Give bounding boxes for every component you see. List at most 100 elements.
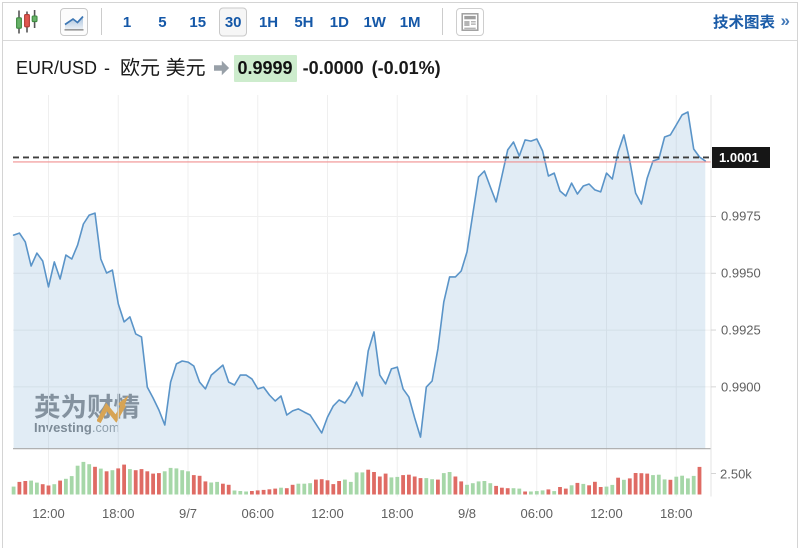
volume-bar: [296, 483, 301, 495]
volume-bar: [697, 466, 702, 495]
volume-bar: [430, 479, 434, 495]
volume-bar: [494, 485, 498, 495]
volume-bar: [174, 468, 179, 495]
chart-toolbar: 1 5 15 30 1H 5H 1D 1W 1M »: [3, 3, 797, 41]
volume-bar: [308, 483, 312, 495]
volume-bar: [354, 472, 359, 495]
volume-bar: [11, 486, 16, 495]
interval-button-1H[interactable]: 1H: [258, 13, 279, 31]
volume-bar: [662, 479, 667, 495]
technical-chart-link[interactable]: »: [712, 3, 790, 41]
interval-button-1[interactable]: 1: [122, 13, 132, 31]
volume-bar: [436, 479, 440, 495]
interval-button-30[interactable]: 30: [215, 7, 250, 37]
price-axis-label: 0.9925: [721, 322, 761, 338]
last-price: 0.9999: [233, 54, 297, 82]
volume-bar: [244, 491, 248, 495]
volume-bar: [633, 473, 638, 495]
volume-bar: [180, 470, 185, 495]
volume-bar: [35, 482, 39, 495]
volume-bar: [98, 468, 103, 495]
volume-bar: [168, 467, 173, 495]
volume-bar: [651, 475, 655, 495]
volume-bar: [215, 481, 219, 495]
volume-bar: [122, 464, 126, 495]
volume-bar: [348, 481, 353, 495]
volume-bar: [29, 480, 33, 495]
volume-bar: [482, 481, 487, 495]
volume-bar: [46, 485, 51, 495]
volume-bar: [470, 483, 475, 495]
volume-bar: [558, 487, 562, 495]
volume-bar: [604, 486, 609, 495]
volume-bar: [686, 478, 690, 495]
volume-bar: [343, 479, 347, 495]
volume-bar: [505, 488, 510, 495]
volume-bar: [290, 484, 295, 495]
volume-bar: [81, 461, 86, 495]
volume-bar: [87, 464, 92, 495]
volume-bar: [64, 478, 68, 495]
volume-bar: [534, 491, 539, 495]
volume-bar: [314, 479, 318, 495]
investing-watermark: Investing.com: [34, 393, 140, 435]
volume-bar: [325, 480, 330, 495]
volume-bar: [622, 479, 626, 495]
selected-interval-box: [219, 7, 248, 37]
volume-bar: [360, 472, 365, 495]
volume-bar: [581, 483, 586, 495]
volume-bar: [319, 479, 324, 495]
price-axis-label: 0.9950: [721, 265, 761, 281]
volume-bar: [627, 478, 632, 495]
volume-bar: [616, 477, 620, 495]
interval-button-15[interactable]: 15: [189, 13, 207, 31]
pair-name-cn: [120, 57, 206, 79]
volume-bar: [279, 487, 283, 495]
watermark-cn-glyphs: [34, 393, 140, 419]
volume-bar: [569, 485, 574, 495]
volume-bar: [52, 484, 57, 495]
title-separator: -: [104, 57, 111, 78]
volume-bar: [587, 485, 591, 495]
interval-button-5[interactable]: 5: [158, 13, 167, 31]
volume-bar: [331, 484, 336, 495]
interval-button-1D[interactable]: 1D: [329, 13, 349, 31]
interval-button-5H[interactable]: 5H: [294, 13, 314, 31]
volume-bar: [261, 489, 266, 495]
volume-bar: [366, 469, 371, 495]
volume-bar: [128, 469, 132, 495]
time-axis-label: 18:00: [380, 506, 414, 521]
arrow-right-icon: [214, 60, 230, 76]
volume-bar: [186, 471, 190, 495]
volume-bar: [139, 469, 144, 495]
news-view-button[interactable]: [456, 8, 484, 36]
volume-bar: [563, 488, 568, 495]
interval-buttons: 1 5 15 30 1H 5H 1D 1W 1M: [109, 3, 428, 41]
volume-bar: [226, 484, 231, 495]
interval-button-1M[interactable]: 1M: [399, 13, 421, 31]
double-chevron-icon: »: [780, 11, 790, 30]
volume-bar: [540, 490, 545, 495]
price-area-fill: [13, 112, 706, 449]
candlestick-chart-type-button[interactable]: [12, 7, 42, 37]
volume-bar: [93, 466, 97, 495]
volume-bar: [529, 491, 533, 495]
time-axis-label: 18:00: [101, 506, 135, 521]
volume-bar: [656, 474, 661, 495]
volume-bar: [197, 475, 202, 495]
time-axis-label: 12:00: [590, 506, 623, 521]
volume-bar: [575, 482, 580, 495]
price-axis-label: 0.9975: [721, 208, 761, 224]
volume-bar: [133, 470, 138, 495]
volume-bar: [680, 475, 684, 495]
line-chart-icon: [64, 15, 84, 31]
interval-button-1W[interactable]: 1W: [363, 13, 386, 31]
price-axis-label: 0.9900: [721, 379, 761, 395]
volume-bar: [203, 481, 208, 495]
volume-bar: [255, 490, 260, 495]
volume-bar: [441, 473, 446, 495]
volume-bar: [162, 471, 167, 495]
volume-bar: [418, 478, 423, 495]
line-chart-type-button-selected[interactable]: [60, 8, 88, 36]
